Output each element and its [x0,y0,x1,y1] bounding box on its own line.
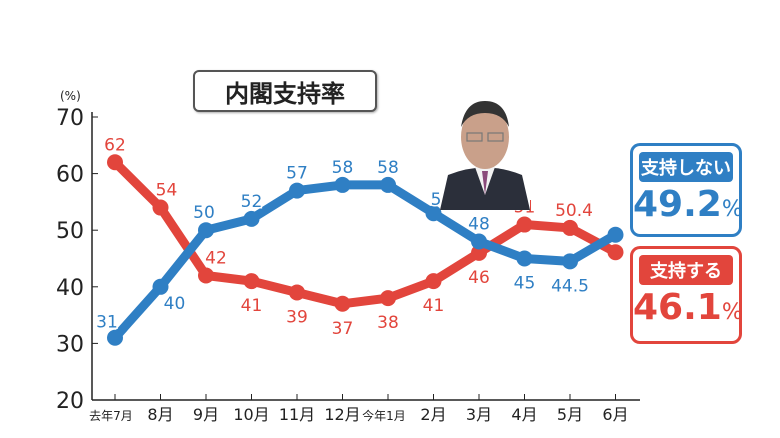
data-point [152,199,169,216]
data-label: 41 [423,296,445,316]
data-label: 50 [193,203,215,223]
y-tick-label: 20 [56,389,84,414]
y-tick-label: 60 [56,163,84,188]
data-label: 41 [241,296,263,316]
x-tick-label: 6月 [602,405,628,424]
y-tick-label: 40 [56,276,84,301]
data-point [289,284,305,301]
data-point [471,244,487,261]
legend-disapprove-unit: % [721,197,743,222]
data-label: 58 [332,158,354,178]
data-point [107,329,123,346]
x-tick-label: 3月 [466,405,492,424]
data-point [516,250,533,267]
data-point [607,244,624,261]
x-tick-label: 2月 [420,405,446,424]
x-tick-label: 11月 [279,405,315,424]
data-label: 42 [205,248,227,268]
legend-disapprove: 支持しない 49.2% [630,143,743,237]
data-label: 38 [377,313,399,333]
data-label: 37 [332,319,354,339]
data-point [334,176,351,193]
data-label: 45 [514,274,536,294]
x-tick-label: 今年1月 [362,408,406,423]
legend-approve: 支持する 46.1% [630,246,743,344]
y-tick-label: 50 [56,219,84,244]
data-point [107,154,123,171]
data-point [471,233,487,250]
y-axis-label: (%) [60,89,81,103]
x-tick-label: 12月 [324,405,360,424]
data-point [289,182,305,199]
y-tick-label: 70 [56,106,84,131]
legend-approve-unit: % [721,300,743,325]
y-tick-label: 30 [56,332,84,357]
data-label: 58 [377,158,399,178]
data-point [243,210,260,227]
legend-approve-label: 支持する [639,255,733,285]
data-label: 54 [156,181,178,201]
data-point [380,176,396,193]
legend-disapprove-label: 支持しない [639,152,733,182]
x-tick-label: 9月 [193,405,219,424]
data-point [425,205,442,222]
data-point [562,253,578,270]
data-point [243,273,260,290]
x-tick-label: 5月 [557,405,583,424]
data-point [380,290,396,307]
legend-disapprove-value: 49.2 [633,184,722,225]
data-label: 46 [468,268,490,288]
x-tick-label: 10月 [233,405,269,424]
data-label: 57 [286,164,308,184]
data-label: 62 [104,135,126,155]
x-tick-label: 4月 [511,405,537,424]
data-point [607,226,624,243]
data-label: 31 [96,313,118,333]
legend-approve-value: 46.1 [633,287,722,328]
data-label: 44.5 [551,276,589,296]
chart-title: 内閣支持率 [193,70,377,112]
series-line-disapprove [110,180,620,343]
x-tick-label: 去年7月 [89,409,133,423]
data-point [198,267,214,284]
x-tick-label: 8月 [147,405,173,424]
data-label: 39 [286,307,308,327]
data-point [516,216,533,233]
data-point [334,295,351,312]
prime-minister-photo [440,95,530,210]
data-label: 40 [164,294,186,314]
data-point [425,273,442,290]
data-label: 52 [241,192,263,212]
data-point [198,222,214,239]
data-label: 50.4 [555,201,593,221]
data-point [152,278,169,295]
data-point [562,219,578,236]
data-label: 48 [468,215,490,235]
